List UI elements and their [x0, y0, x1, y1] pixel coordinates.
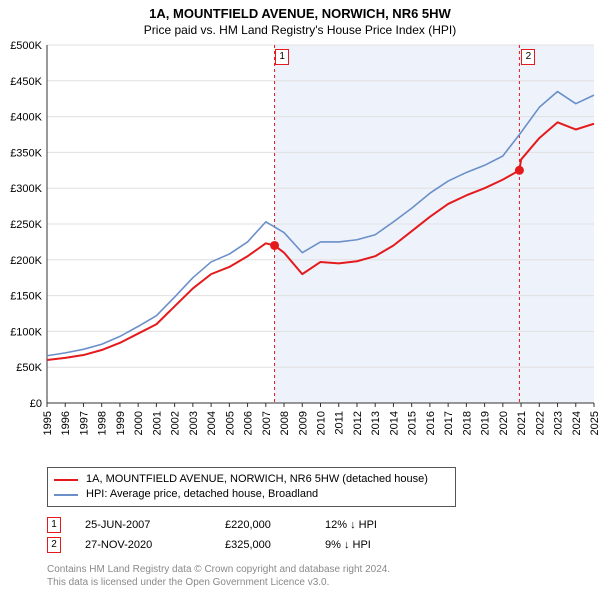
- transaction-price: £325,000: [225, 539, 325, 551]
- transaction-date: 25-JUN-2007: [85, 519, 225, 531]
- transaction-list: 1 25-JUN-2007£220,00012% ↓ HPI 2 27-NOV-202…: [47, 515, 600, 555]
- chart-area: £0 £50K £100K £150K £200K £250K £300K £350K £400…: [0, 41, 600, 461]
- svg-text:2007: 2007: [261, 411, 273, 435]
- transaction-delta: 9% ↓ HPI: [325, 539, 415, 551]
- svg-text:£200K: £200K: [10, 255, 42, 267]
- svg-text:2004: 2004: [206, 411, 218, 435]
- svg-text:2011: 2011: [334, 411, 346, 435]
- svg-text:2009: 2009: [297, 411, 309, 435]
- legend-item: HPI: Average price, detached house, Broa…: [54, 487, 449, 502]
- svg-text:£50K: £50K: [16, 362, 42, 374]
- svg-text:1998: 1998: [97, 411, 109, 435]
- chart-title: 1A, MOUNTFIELD AVENUE, NORWICH, NR6 5HW: [0, 0, 600, 21]
- legend-label: HPI: Average price, detached house, Broa…: [86, 487, 318, 502]
- svg-text:2023: 2023: [553, 411, 565, 435]
- svg-text:2019: 2019: [480, 411, 492, 435]
- svg-text:2002: 2002: [170, 411, 182, 435]
- svg-text:2022: 2022: [534, 411, 546, 435]
- legend-swatch: [54, 494, 78, 496]
- svg-text:2000: 2000: [133, 411, 145, 435]
- legend-label: 1A, MOUNTFIELD AVENUE, NORWICH, NR6 5HW …: [86, 472, 428, 487]
- svg-text:2015: 2015: [407, 411, 419, 435]
- svg-text:2016: 2016: [425, 411, 437, 435]
- attribution-line-1: Contains HM Land Registry data © Crown c…: [47, 563, 600, 576]
- svg-text:£350K: £350K: [10, 147, 42, 159]
- transaction-date: 27-NOV-2020: [85, 539, 225, 551]
- svg-text:1996: 1996: [60, 411, 72, 435]
- svg-text:£450K: £450K: [10, 76, 42, 88]
- transaction-price: £220,000: [225, 519, 325, 531]
- svg-text:2005: 2005: [224, 411, 236, 435]
- transaction-row: 1 25-JUN-2007£220,00012% ↓ HPI: [47, 515, 600, 535]
- svg-text:2025: 2025: [589, 411, 600, 435]
- transaction-row: 2 27-NOV-2020£325,0009% ↓ HPI: [47, 535, 600, 555]
- svg-text:2017: 2017: [443, 411, 455, 435]
- svg-text:2012: 2012: [352, 411, 364, 435]
- legend-swatch: [54, 479, 78, 481]
- attribution-line-2: This data is licensed under the Open Gov…: [47, 576, 600, 589]
- svg-text:£0: £0: [30, 398, 42, 410]
- svg-text:£500K: £500K: [10, 41, 42, 52]
- svg-text:£250K: £250K: [10, 219, 42, 231]
- chart-marker-2: 2: [521, 49, 535, 65]
- transaction-delta: 12% ↓ HPI: [325, 519, 415, 531]
- svg-text:2013: 2013: [370, 411, 382, 435]
- legend: 1A, MOUNTFIELD AVENUE, NORWICH, NR6 5HW …: [47, 467, 456, 507]
- svg-text:1995: 1995: [42, 411, 54, 435]
- svg-text:2021: 2021: [516, 411, 528, 435]
- svg-text:£100K: £100K: [10, 326, 42, 338]
- chart-marker-1: 1: [275, 49, 289, 65]
- svg-text:2001: 2001: [151, 411, 163, 435]
- svg-text:£400K: £400K: [10, 112, 42, 124]
- svg-text:2003: 2003: [188, 411, 200, 435]
- svg-text:2010: 2010: [316, 411, 328, 435]
- svg-text:£150K: £150K: [10, 291, 42, 303]
- transaction-marker-badge: 2: [47, 537, 61, 553]
- transaction-marker-badge: 1: [47, 517, 61, 533]
- svg-text:2006: 2006: [243, 411, 255, 435]
- svg-text:2018: 2018: [461, 411, 473, 435]
- svg-text:1999: 1999: [115, 411, 127, 435]
- svg-text:2014: 2014: [388, 411, 400, 435]
- svg-text:2024: 2024: [571, 411, 583, 435]
- svg-text:1997: 1997: [78, 411, 90, 435]
- chart-subtitle: Price paid vs. HM Land Registry's House …: [0, 21, 600, 41]
- svg-text:2020: 2020: [498, 411, 510, 435]
- svg-text:£300K: £300K: [10, 183, 42, 195]
- svg-text:2008: 2008: [279, 411, 291, 435]
- legend-item: 1A, MOUNTFIELD AVENUE, NORWICH, NR6 5HW …: [54, 472, 449, 487]
- attribution: Contains HM Land Registry data © Crown c…: [47, 563, 600, 589]
